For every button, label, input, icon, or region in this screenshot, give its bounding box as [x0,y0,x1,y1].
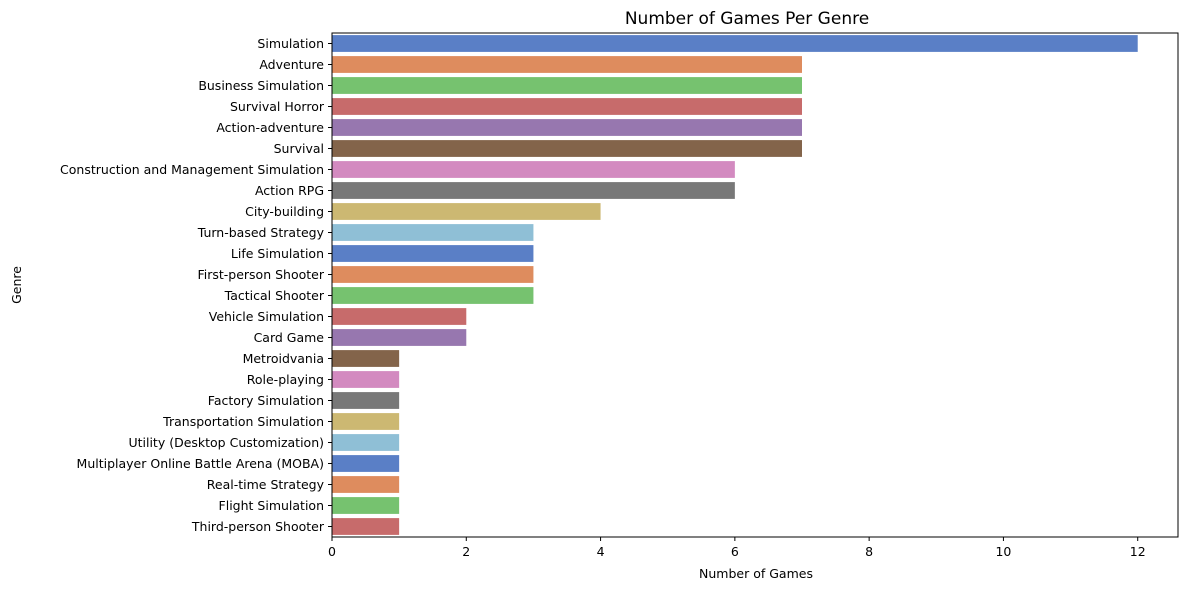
y-tick-label: Metroidvania [243,351,324,366]
bar [332,98,802,115]
bar [332,497,400,514]
bar [332,413,400,430]
y-tick-label: Action-adventure [216,120,324,135]
y-tick-label: Business Simulation [198,78,324,93]
y-tick-label: Role-playing [247,372,324,387]
bar [332,35,1138,52]
bar [332,245,534,262]
y-tick-label: Real-time Strategy [207,477,325,492]
bar [332,518,400,535]
y-tick-label: Turn-based Strategy [197,225,325,240]
x-tick-label: 6 [731,544,739,559]
y-tick-label: Transportation Simulation [162,414,324,429]
bar [332,203,601,220]
x-tick-label: 8 [865,544,873,559]
bar [332,140,802,157]
y-tick-label: Card Game [254,330,325,345]
y-tick-label: Tactical Shooter [224,288,325,303]
y-tick-label: Adventure [259,57,324,72]
y-tick-label: Construction and Management Simulation [60,162,324,177]
bar [332,392,400,409]
bar [332,476,400,493]
y-tick-layer: Simulation Adventure Business Simulation Su… [60,36,332,534]
y-axis-label: Genre [9,266,24,304]
axes-frame [331,32,1179,538]
x-tick-label: 0 [328,544,336,559]
bar [332,371,400,388]
y-tick-label: Life Simulation [231,246,324,261]
bar [332,287,534,304]
y-tick-label: Flight Simulation [219,498,324,513]
y-tick-label: Vehicle Simulation [209,309,324,324]
bar [332,56,802,73]
bar [332,119,802,136]
bar [332,266,534,283]
bar [332,455,400,472]
bar [332,308,467,325]
y-tick-label: Survival [274,141,324,156]
y-tick-label: Factory Simulation [208,393,324,408]
y-tick-label: Multiplayer Online Battle Arena (MOBA) [77,456,324,471]
x-tick-label: 4 [597,544,605,559]
bar [332,77,802,94]
bar [332,350,400,367]
x-tick-layer: 0 2 4 6 8 10 12 [328,537,1146,559]
bar [332,161,735,178]
y-tick-label: City-building [245,204,324,219]
y-tick-label: Utility (Desktop Customization) [128,435,324,450]
x-tick-label: 12 [1130,544,1146,559]
x-tick-label: 2 [462,544,470,559]
plot-frame [331,32,1179,538]
bar [332,182,735,199]
bar [332,434,400,451]
bars-layer [332,35,1138,535]
x-axis-label: Number of Games [699,566,813,581]
bar [332,224,534,241]
x-tick-label: 10 [995,544,1011,559]
y-tick-label: First-person Shooter [197,267,324,282]
y-tick-label: Action RPG [255,183,324,198]
chart-title: Number of Games Per Genre [625,9,869,29]
y-tick-label: Simulation [257,36,324,51]
y-tick-label: Survival Horror [230,99,325,114]
y-tick-label: Third-person Shooter [191,519,325,534]
bar [332,329,467,346]
